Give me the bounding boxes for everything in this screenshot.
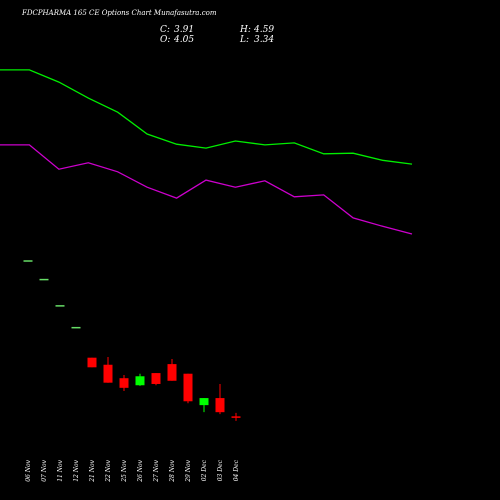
x-tick-label: 02 Dec: [201, 459, 208, 481]
x-tick-label: 07 Nov: [41, 459, 48, 481]
x-tick-label: 29 Nov: [185, 459, 192, 482]
x-tick-label: 04 Dec: [233, 459, 240, 481]
average-line: [0, 144, 413, 235]
candle-body: [103, 364, 113, 383]
x-tick-label: 12 Nov: [73, 459, 80, 481]
candle-body: [55, 305, 65, 307]
average-line: [0, 69, 413, 165]
candle-body: [183, 373, 193, 402]
x-tick-label: 26 Nov: [137, 459, 144, 482]
x-tick-label: 06 Nov: [25, 459, 32, 481]
ohlc-value: 3.34: [254, 35, 274, 45]
x-tick-label: 11 Nov: [57, 459, 64, 481]
ohlc-label: O:: [160, 35, 170, 45]
candle-body: [135, 376, 145, 386]
ohlc-value: 3.91: [174, 25, 194, 35]
chart-title: FDCPHARMA 165 CE Options Chart Munafasut…: [21, 9, 217, 17]
x-tick-label: 27 Nov: [153, 459, 160, 482]
candle-body: [119, 378, 129, 388]
ohlc-label: C:: [160, 25, 170, 35]
x-tick-label: 03 Dec: [217, 459, 224, 481]
candle-body: [231, 416, 241, 418]
ohlc-value: 4.05: [173, 35, 194, 45]
candle-body: [151, 373, 161, 384]
candle-body: [39, 278, 49, 281]
ohlc-value: 4.59: [253, 25, 274, 35]
candle-body: [199, 398, 209, 406]
x-tick-label: 28 Nov: [169, 459, 176, 482]
x-tick-label: 21 Nov: [89, 459, 96, 482]
x-tick-label: 25 Nov: [121, 459, 128, 482]
candle-body: [87, 357, 97, 368]
ohlc-label: H:: [239, 25, 251, 35]
x-tick-label: 22 Nov: [105, 459, 112, 482]
candle-body: [167, 364, 177, 381]
candle-body: [71, 326, 81, 329]
candle-body: [23, 260, 33, 262]
ohlc-label: L:: [239, 35, 249, 45]
candle-body: [215, 398, 225, 413]
